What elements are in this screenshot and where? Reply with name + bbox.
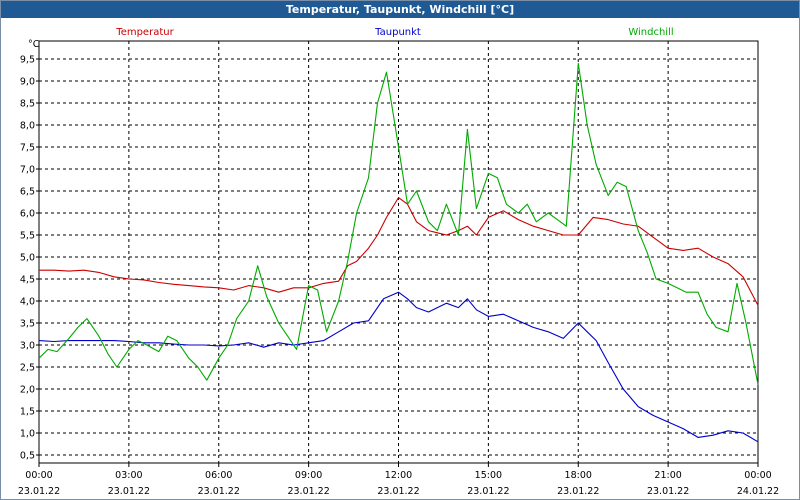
x-tick-date-label: 23.01.22 bbox=[198, 486, 240, 497]
x-tick-time-label: 18:00 bbox=[565, 470, 592, 481]
x-tick-time-label: 15:00 bbox=[475, 470, 502, 481]
y-tick-label: 2,5 bbox=[20, 363, 35, 374]
x-tick-date-label: 23.01.22 bbox=[377, 486, 419, 497]
grid-lines bbox=[39, 41, 758, 463]
y-tick-label: 8,0 bbox=[20, 121, 35, 132]
y-tick-label: 4,0 bbox=[20, 297, 35, 308]
legend-item-windchill: Windchill bbox=[628, 27, 673, 38]
y-tick-label: 7,5 bbox=[20, 143, 35, 154]
y-axis-unit-label: °C bbox=[28, 39, 40, 50]
legend-item-taupunkt: Taupunkt bbox=[374, 27, 421, 38]
y-tick-label: 7,0 bbox=[20, 165, 35, 176]
x-tick-date-label: 23.01.22 bbox=[647, 486, 689, 497]
x-tick-date-label: 23.01.22 bbox=[108, 486, 150, 497]
y-tick-label: 5,5 bbox=[20, 231, 35, 242]
series-line-temperatur bbox=[39, 197, 759, 306]
y-tick-label: 0,5 bbox=[20, 451, 35, 462]
y-tick-label: 3,0 bbox=[20, 341, 35, 352]
x-tick-time-label: 12:00 bbox=[385, 470, 412, 481]
x-tick-time-label: 03:00 bbox=[115, 470, 142, 481]
legend-item-temperatur: Temperatur bbox=[115, 27, 174, 38]
y-tick-label: 6,0 bbox=[20, 209, 35, 220]
y-axis: 0,5 1,0 1,5 2,0 2,5 3,0 3,5 4,0 4,5 5,0 5,5 6,0 6,5 7… bbox=[20, 55, 39, 462]
x-tick-date-label: 23.01.22 bbox=[467, 486, 509, 497]
y-tick-label: 5,0 bbox=[20, 253, 35, 264]
x-axis: 00:00 23.01.22 03:00 23.01.22 06:00 23.01.22 0… bbox=[18, 463, 779, 497]
y-tick-label: 9,0 bbox=[20, 77, 35, 88]
y-tick-label: 1,5 bbox=[20, 407, 35, 418]
y-tick-label: 6,5 bbox=[20, 187, 35, 198]
y-tick-label: 8,5 bbox=[20, 99, 35, 110]
y-tick-label: 1,0 bbox=[20, 429, 35, 440]
y-tick-label: 4,5 bbox=[20, 275, 35, 286]
x-tick-time-label: 06:00 bbox=[205, 470, 232, 481]
x-tick-time-label: 00:00 bbox=[744, 470, 771, 481]
y-tick-label: 3,5 bbox=[20, 319, 35, 330]
series-lines bbox=[38, 62, 759, 443]
series-line-windchill bbox=[38, 62, 759, 385]
series-line-taupunkt bbox=[38, 291, 759, 443]
x-tick-date-label: 23.01.22 bbox=[18, 486, 60, 497]
x-tick-date-label: 23.01.22 bbox=[287, 486, 329, 497]
y-tick-label: 9,5 bbox=[20, 55, 35, 66]
x-tick-time-label: 00:00 bbox=[25, 470, 52, 481]
x-tick-time-label: 21:00 bbox=[654, 470, 681, 481]
x-tick-time-label: 09:00 bbox=[295, 470, 322, 481]
chart-title: Temperatur, Taupunkt, Windchill [°C] bbox=[1, 1, 799, 18]
x-tick-date-label: 23.01.22 bbox=[557, 486, 599, 497]
legend: Temperatur Taupunkt Windchill bbox=[115, 27, 673, 38]
y-tick-label: 2,0 bbox=[20, 385, 35, 396]
x-tick-date-label: 24.01.22 bbox=[737, 486, 779, 497]
